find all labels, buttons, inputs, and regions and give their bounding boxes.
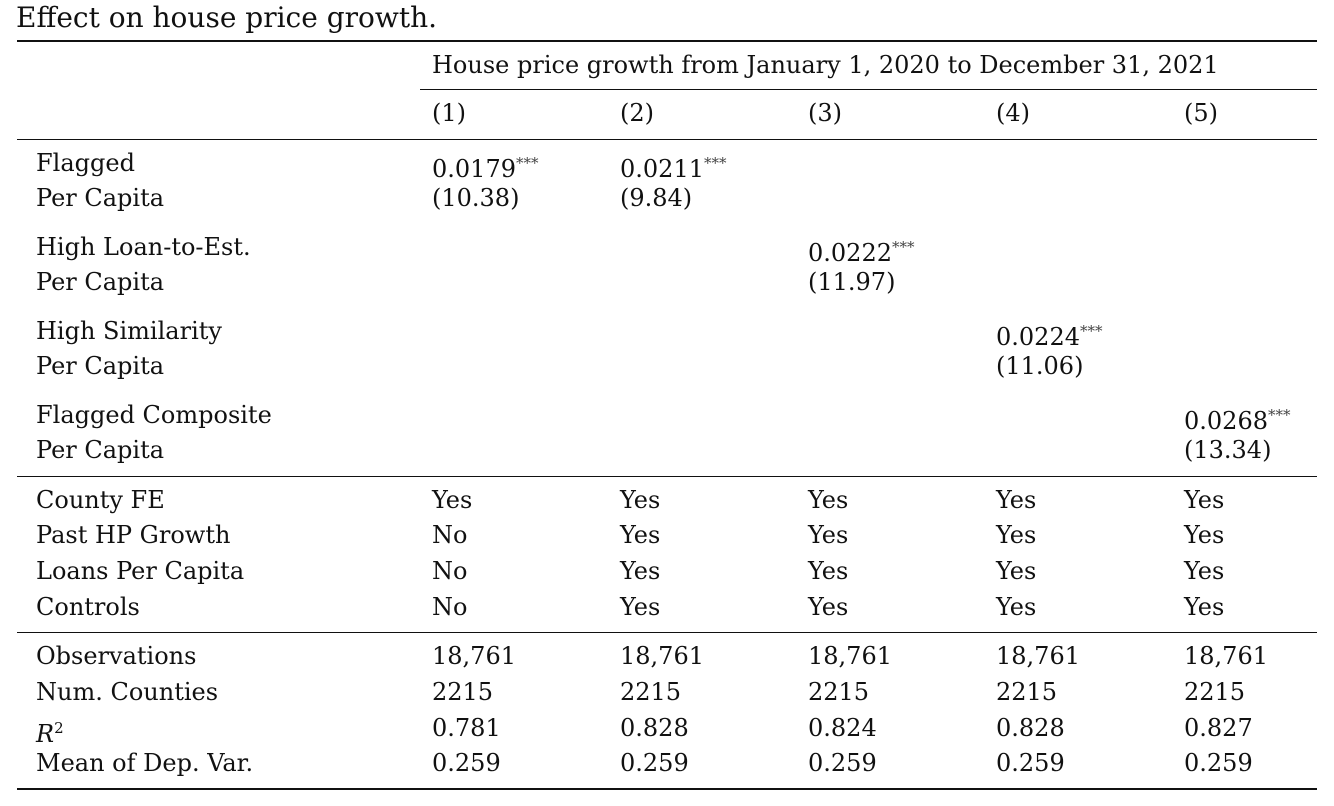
- coefficient-cell: 0.0268***: [1184, 400, 1290, 436]
- coef-section-bottom-rule: [17, 476, 1317, 477]
- table-cell: Yes: [432, 486, 473, 514]
- column-header: (4): [996, 99, 1030, 127]
- r-squared-symbol: R: [36, 720, 55, 748]
- table-cell: No: [432, 557, 468, 585]
- row-label: Loans Per Capita: [36, 557, 245, 585]
- table-cell: Yes: [1184, 557, 1225, 585]
- coefficient-cell: 0.0224***: [996, 316, 1102, 352]
- table-cell: 2215: [808, 678, 870, 706]
- row-label: Observations: [36, 642, 197, 670]
- t-statistic-cell: (13.34): [1184, 436, 1272, 464]
- table-cell: 18,761: [620, 642, 704, 670]
- row-label: Past HP Growth: [36, 521, 231, 549]
- row-label: County FE: [36, 486, 165, 514]
- row-label-sub: Per Capita: [36, 436, 165, 464]
- coefficient-cell: 0.0222***: [808, 232, 914, 268]
- t-statistic-cell: (11.06): [996, 352, 1084, 380]
- table-cell: 0.259: [996, 749, 1065, 777]
- r-squared-exponent: 2: [54, 719, 64, 737]
- table-cell: 0.824: [808, 714, 877, 742]
- table-cell: 0.259: [808, 749, 877, 777]
- coefficient-value: 0.0268: [1184, 407, 1268, 435]
- table-cell: Yes: [620, 593, 661, 621]
- table-top-rule: [17, 40, 1317, 42]
- table-cell: Yes: [996, 557, 1037, 585]
- row-label: Num. Counties: [36, 678, 219, 706]
- table-cell: 2215: [620, 678, 682, 706]
- table-cell: 18,761: [808, 642, 892, 670]
- table-cell: 0.828: [620, 714, 689, 742]
- table-cell: Yes: [808, 486, 849, 514]
- t-statistic-cell: (9.84): [620, 184, 693, 212]
- table-cell: 0.781: [432, 714, 501, 742]
- table-cell: Yes: [1184, 593, 1225, 621]
- table-bottom-rule: [17, 788, 1317, 790]
- table-cell: Yes: [1184, 521, 1225, 549]
- fe-section-bottom-rule: [17, 632, 1317, 633]
- significance-stars: ***: [1079, 322, 1103, 340]
- significance-stars: ***: [1267, 406, 1291, 424]
- column-group-header: House price growth from January 1, 2020 …: [432, 51, 1219, 79]
- table-cell: 0.827: [1184, 714, 1253, 742]
- significance-stars: ***: [515, 154, 539, 172]
- t-statistic-cell: (11.97): [808, 268, 896, 296]
- row-label: Flagged: [36, 149, 135, 177]
- row-label: Controls: [36, 593, 140, 621]
- table-cell: Yes: [1184, 486, 1225, 514]
- row-label: High Similarity: [36, 317, 222, 345]
- row-label-sub: Per Capita: [36, 268, 165, 296]
- table-cell: No: [432, 521, 468, 549]
- table-cell: 2215: [996, 678, 1058, 706]
- table-caption: Effect on house price growth.: [16, 1, 438, 34]
- group-header-rule: [420, 89, 1317, 90]
- table-cell: 18,761: [432, 642, 516, 670]
- t-statistic-cell: (10.38): [432, 184, 520, 212]
- column-header: (1): [432, 99, 466, 127]
- table-cell: 2215: [1184, 678, 1246, 706]
- coefficient-cell: 0.0179***: [432, 148, 538, 184]
- row-label: Mean of Dep. Var.: [36, 749, 254, 777]
- row-label-sub: Per Capita: [36, 352, 165, 380]
- table-cell: Yes: [808, 521, 849, 549]
- table-cell: 0.259: [1184, 749, 1253, 777]
- significance-stars: ***: [891, 238, 915, 256]
- table-cell: 18,761: [996, 642, 1080, 670]
- row-label: R2: [36, 713, 64, 749]
- column-header: (2): [620, 99, 654, 127]
- row-label: Flagged Composite: [36, 401, 272, 429]
- coefficient-value: 0.0222: [808, 239, 892, 267]
- coefficient-value: 0.0179: [432, 155, 516, 183]
- coefficient-value: 0.0211: [620, 155, 704, 183]
- table-cell: No: [432, 593, 468, 621]
- table-cell: Yes: [620, 486, 661, 514]
- header-bottom-rule: [17, 139, 1317, 140]
- table-cell: 18,761: [1184, 642, 1268, 670]
- row-label-sub: Per Capita: [36, 184, 165, 212]
- row-label: High Loan-to-Est.: [36, 233, 251, 261]
- column-header: (5): [1184, 99, 1218, 127]
- coefficient-value: 0.0224: [996, 323, 1080, 351]
- table-cell: Yes: [808, 593, 849, 621]
- significance-stars: ***: [703, 154, 727, 172]
- table-cell: Yes: [808, 557, 849, 585]
- table-cell: Yes: [996, 486, 1037, 514]
- coefficient-cell: 0.0211***: [620, 148, 726, 184]
- table-cell: Yes: [620, 521, 661, 549]
- table-cell: Yes: [996, 521, 1037, 549]
- column-header: (3): [808, 99, 842, 127]
- table-cell: 0.259: [620, 749, 689, 777]
- table-cell: 0.259: [432, 749, 501, 777]
- table-cell: Yes: [996, 593, 1037, 621]
- table-cell: 0.828: [996, 714, 1065, 742]
- table-cell: Yes: [620, 557, 661, 585]
- table-cell: 2215: [432, 678, 494, 706]
